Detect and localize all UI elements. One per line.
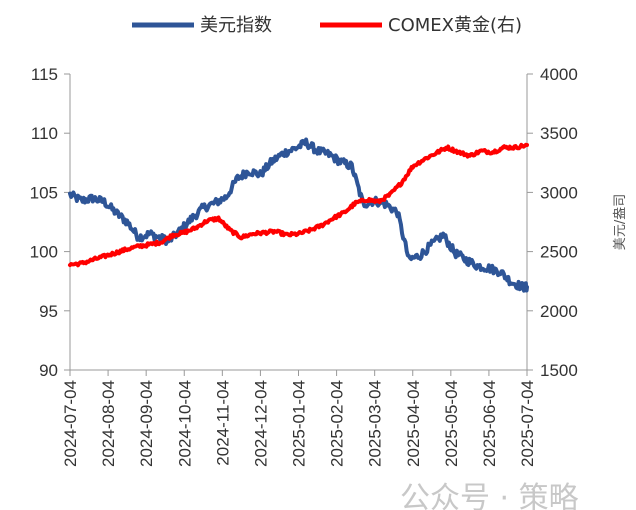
series-line-0 — [68, 137, 529, 293]
x-tick-label: 2025-04-04 — [404, 380, 423, 467]
plot-axes — [69, 74, 528, 371]
left-tick-label: 110 — [31, 124, 58, 143]
x-tick-label: 2024-07-04 — [61, 380, 80, 467]
watermark-text: 公众号 · 策略 — [400, 481, 579, 510]
x-tick-label: 2025-03-04 — [366, 380, 385, 467]
x-tick-label: 2025-05-04 — [442, 380, 461, 467]
series-line-1 — [68, 142, 529, 268]
legend: 美元指数 COMEX黄金(右) — [132, 15, 522, 36]
right-tick-label: 2500 — [540, 243, 578, 262]
x-tick-label: 2024-08-04 — [99, 380, 118, 467]
legend-label-usd-index: 美元指数 — [200, 15, 272, 36]
right-axis-title: 美元/盎司 — [613, 194, 628, 250]
x-tick-label: 2025-07-04 — [518, 380, 537, 467]
right-tick-label: 2000 — [540, 302, 578, 321]
x-tick-label: 2024-12-04 — [251, 380, 270, 467]
right-tick-label: 3500 — [540, 124, 578, 143]
left-tick-label: 105 — [30, 183, 58, 202]
x-tick-label: 2025-02-04 — [328, 380, 347, 467]
right-tick-label: 4000 — [540, 65, 578, 84]
x-tick-label: 2024-10-04 — [175, 380, 194, 467]
series-layer — [68, 137, 529, 293]
right-axis-ticks: 1500 2000 2500 3000 3500 4000 — [527, 65, 578, 380]
left-tick-label: 115 — [31, 65, 58, 84]
left-tick-label: 95 — [39, 302, 58, 321]
x-axis-ticks: 2024-07-04 2024-08-04 2024-09-04 2024-10-04… — [61, 370, 537, 467]
left-tick-label: 100 — [30, 243, 58, 262]
x-tick-label: 2025-06-04 — [480, 380, 499, 467]
x-tick-label: 2024-11-04 — [213, 380, 232, 466]
left-tick-label: 90 — [39, 361, 58, 380]
x-tick-label: 2024-09-04 — [137, 380, 156, 467]
right-tick-label: 1500 — [540, 361, 578, 380]
x-tick-label: 2025-01-04 — [290, 380, 309, 467]
right-tick-label: 3000 — [540, 183, 578, 202]
left-axis-ticks: 90 95 100 105 110 115 — [30, 65, 70, 380]
legend-label-comex-gold: COMEX黄金(右) — [388, 15, 522, 36]
